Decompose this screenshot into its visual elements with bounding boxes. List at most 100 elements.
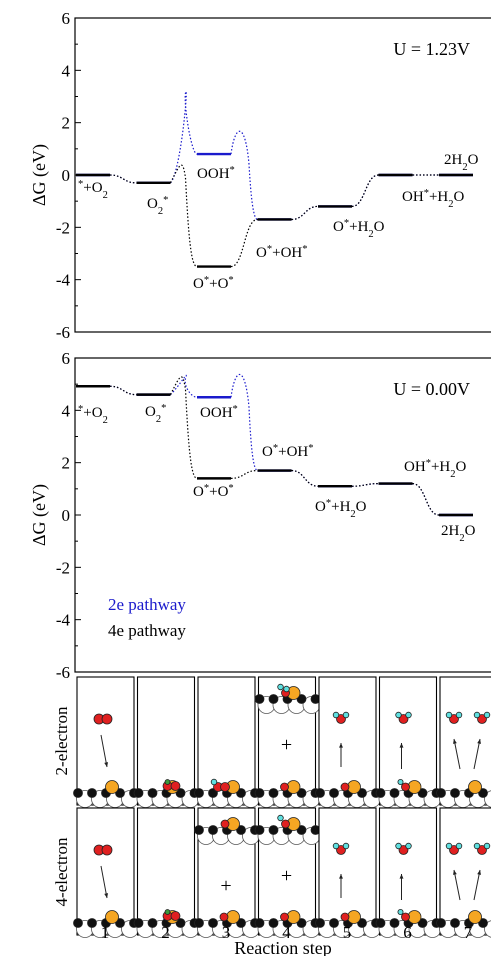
x-tick-label: 2 (161, 923, 170, 942)
atom (219, 912, 229, 922)
atom (398, 714, 409, 724)
atom (455, 842, 463, 850)
x-tick-label: 1 (101, 923, 110, 942)
y-tick-label: -6 (56, 323, 70, 342)
state-label: OH*+H2O (402, 188, 465, 210)
state-label: O*+O* (193, 275, 234, 293)
pathway-connector (230, 373, 258, 472)
legend-4e: 4e pathway (108, 621, 186, 640)
arrow-head (339, 743, 343, 748)
structure-cell (73, 676, 139, 808)
structure-cell (436, 807, 491, 938)
atom (473, 842, 481, 850)
atom (268, 788, 279, 798)
arrow-head (339, 874, 343, 879)
energy-panel-2: 6 4 2 0 -2 -4 -6 ΔG (eV) U = 0.00V (29, 349, 491, 682)
atom (286, 910, 301, 924)
pathway-connector (169, 164, 198, 268)
atom (401, 912, 410, 922)
atom (105, 780, 119, 794)
structure-cell (315, 807, 381, 938)
atom (73, 918, 83, 928)
atom (332, 842, 340, 850)
atom (194, 788, 204, 798)
x-tick-label: 4 (282, 923, 291, 942)
atom (254, 788, 265, 798)
x-tick-label: 3 (222, 923, 231, 942)
state-label: *+O2 (78, 404, 108, 426)
atom (449, 714, 459, 724)
x-tick-label: 5 (343, 923, 352, 942)
arrow (473, 869, 481, 901)
structure-cell (375, 676, 442, 808)
atom (281, 819, 290, 829)
atom (405, 711, 412, 719)
atom (194, 918, 204, 928)
pathway-connector (169, 376, 198, 479)
arrow (473, 738, 481, 770)
y-tick-label: 2 (62, 114, 71, 133)
pathway-connector (230, 469, 258, 479)
atom (268, 694, 279, 704)
atom (254, 918, 265, 928)
pathway-connector (170, 374, 198, 398)
state-label: O*+O* (193, 483, 234, 501)
arrow-head (399, 874, 404, 879)
atom (340, 782, 350, 792)
atom (101, 844, 113, 856)
y-tick-label: 4 (62, 61, 71, 80)
atom (340, 912, 350, 922)
structure-cell (194, 676, 260, 808)
state-label: O*+OH* (262, 443, 314, 461)
atom (436, 788, 446, 798)
atom (277, 683, 284, 691)
x-tick-label: 7 (464, 923, 473, 942)
y-axis-label: ΔG (eV) (29, 144, 50, 206)
atom (254, 694, 265, 704)
state-label: *+O2 (78, 179, 108, 201)
pathway-connector (291, 469, 319, 487)
state-label: O*+H2O (315, 498, 367, 520)
state-label: O*+H2O (333, 218, 385, 240)
state-label: OOH* (200, 404, 238, 422)
pathway-connector (351, 483, 379, 487)
atom (473, 711, 481, 719)
structure-frame (76, 807, 135, 936)
y-tick-label: -6 (56, 663, 70, 682)
potential-label: U = 0.00V (393, 379, 470, 399)
atom (395, 842, 402, 850)
potential-label: U = 1.23V (393, 39, 470, 59)
structure-row-1: + (73, 676, 491, 808)
atom (87, 918, 97, 928)
atom (105, 910, 119, 924)
atom (395, 711, 402, 719)
x-axis-label: Reaction step (234, 938, 331, 956)
plus-sign: + (220, 875, 231, 897)
atom (147, 918, 158, 928)
arrow (100, 865, 108, 899)
state-label: O2* (147, 195, 168, 217)
atom (336, 845, 346, 855)
pathway-connector (170, 91, 198, 184)
state-label: O2* (145, 403, 166, 425)
atom (397, 909, 404, 916)
arrow (453, 738, 461, 770)
energy-panel-1: 6 4 2 0 -2 -4 -6 ΔG (eV) U = 1.23V (29, 9, 491, 342)
atom (389, 788, 400, 798)
atom (101, 713, 113, 725)
atom (342, 711, 350, 719)
state-label: 2H2O (444, 152, 479, 173)
atom (477, 845, 487, 855)
atom (397, 779, 404, 786)
structure-frame (76, 676, 135, 806)
atom (436, 918, 446, 928)
plot-frame (74, 17, 491, 333)
state-label: OOH* (197, 165, 235, 183)
atom (315, 788, 325, 798)
state-label: OH*+H2O (404, 458, 467, 480)
atom (483, 711, 491, 719)
atom (455, 711, 463, 719)
structure-frame (439, 807, 491, 936)
y-tick-label: 4 (62, 401, 71, 420)
structure-cell: + (194, 807, 260, 938)
